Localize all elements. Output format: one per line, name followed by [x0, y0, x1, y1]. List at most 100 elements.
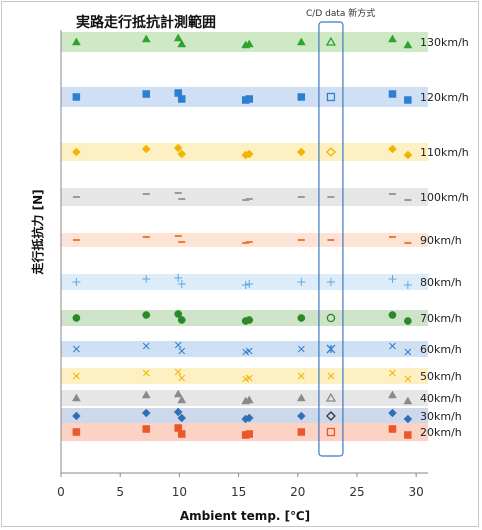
point-120km-h-7: [388, 90, 397, 98]
speed-label-70km-h: 70km/h: [420, 312, 462, 325]
point-130km-h-0: [71, 37, 81, 46]
point-70km-h-1: [142, 311, 151, 319]
point-80km-h-0: [72, 278, 81, 286]
x-tick-label-10: 10: [172, 485, 187, 499]
point-30km-h-2: [173, 407, 183, 417]
cd-annotation-label: C/D data 新方式: [306, 7, 375, 19]
point-110km-h-5: [244, 149, 254, 159]
point-40km-h-7: [388, 390, 397, 399]
point-120km-h-6: [297, 93, 306, 101]
point-40km-h-1: [141, 390, 151, 399]
cd-box: [318, 21, 344, 457]
point-70km-h-3: [177, 316, 186, 324]
speed-label-40km-h: 40km/h: [420, 392, 462, 405]
point-40km-h-3: [177, 395, 187, 404]
point-130km-h-1: [141, 34, 151, 43]
speed-label-80km-h: 80km/h: [420, 276, 462, 289]
point-70km-h-6: [297, 314, 306, 322]
point-80km-h-8: [403, 281, 412, 289]
point-50km-h-1: [142, 369, 150, 377]
band-40km-h: [61, 390, 428, 406]
point-60km-h-8: [404, 348, 412, 356]
point-130km-h-6: [296, 37, 306, 46]
point-130km-h-2: [173, 33, 183, 42]
point-30km-h-5: [244, 413, 254, 423]
data-points: [71, 33, 413, 439]
speed-label-60km-h: 60km/h: [420, 343, 462, 356]
point-120km-h-1: [142, 90, 150, 98]
speed-label-120km-h: 120km/h: [420, 91, 469, 104]
band-100km-h: [61, 188, 428, 206]
point-60km-h-3: [178, 347, 186, 355]
point-120km-h-3: [178, 95, 186, 103]
point-110km-h-0: [72, 147, 81, 157]
cd-point-80km-h: [326, 278, 335, 286]
point-80km-h-4: [241, 281, 250, 289]
point-60km-h-1: [142, 342, 150, 350]
point-130km-h-5: [244, 39, 254, 48]
point-80km-h-2: [174, 274, 183, 282]
band-50km-h: [61, 368, 428, 384]
x-tick-label-20: 20: [290, 485, 305, 499]
point-20km-h-1: [142, 425, 150, 433]
cd-highlight-box: [318, 21, 344, 457]
speed-label-30km-h: 30km/h: [420, 410, 462, 423]
cd-point-110km-h: [326, 147, 336, 157]
point-40km-h-6: [296, 393, 306, 402]
point-50km-h-0: [73, 372, 80, 380]
point-110km-h-1: [141, 144, 151, 154]
point-70km-h-7: [388, 311, 397, 319]
point-40km-h-2: [173, 389, 183, 398]
point-80km-h-5: [245, 280, 254, 288]
point-50km-h-3: [178, 374, 186, 382]
point-30km-h-6: [296, 411, 306, 421]
point-110km-h-7: [388, 144, 397, 154]
point-20km-h-8: [404, 431, 412, 439]
band-90km-h: [61, 233, 428, 247]
point-130km-h-3: [177, 39, 187, 48]
point-20km-h-7: [388, 425, 397, 433]
point-120km-h-0: [72, 93, 81, 101]
point-80km-h-1: [142, 275, 151, 283]
point-40km-h-8: [403, 396, 413, 405]
point-80km-h-6: [297, 278, 306, 286]
point-110km-h-3: [177, 149, 187, 159]
point-30km-h-0: [72, 411, 81, 421]
band-60km-h: [61, 341, 428, 357]
point-80km-h-7: [388, 275, 397, 283]
cd-point-40km-h: [325, 392, 337, 402]
point-40km-h-5: [244, 395, 254, 404]
point-60km-h-5: [245, 347, 253, 355]
point-120km-h-8: [404, 96, 412, 104]
x-axis-title: Ambient temp. [℃]: [180, 509, 310, 523]
point-20km-h-0: [72, 428, 81, 436]
cd-point-130km-h: [325, 36, 337, 46]
point-50km-h-5: [245, 374, 253, 382]
y-axis-title: 走行抵抗力 [N]: [30, 189, 45, 274]
point-70km-h-8: [404, 317, 412, 325]
band-80km-h: [61, 274, 428, 290]
chart-title: 実路走行抵抗計測範囲: [76, 14, 216, 31]
point-120km-h-5: [245, 95, 253, 103]
speed-label-20km-h: 20km/h: [420, 426, 462, 439]
point-50km-h-8: [404, 375, 412, 383]
point-110km-h-8: [403, 150, 413, 160]
point-30km-h-7: [388, 408, 397, 418]
point-60km-h-6: [297, 345, 305, 353]
x-tick-label-15: 15: [231, 485, 246, 499]
point-20km-h-6: [297, 428, 306, 436]
speed-label-50km-h: 50km/h: [420, 370, 462, 383]
x-tick-label-5: 5: [116, 485, 124, 499]
point-50km-h-6: [297, 372, 305, 380]
point-20km-h-3: [178, 430, 186, 438]
point-50km-h-2: [174, 368, 182, 376]
point-40km-h-0: [71, 393, 81, 402]
point-80km-h-3: [177, 280, 186, 288]
speed-label-130km-h: 130km/h: [420, 36, 469, 49]
x-tick-label-0: 0: [57, 485, 65, 499]
point-60km-h-7: [389, 342, 396, 350]
cd-point-30km-h: [326, 411, 336, 421]
speed-labels: 130km/h 120km/h 110km/h 100km/h 90km/h 80km/h…: [420, 36, 469, 439]
speed-label-100km-h: 100km/h: [420, 191, 469, 204]
speed-label-110km-h: 110km/h: [420, 146, 469, 159]
